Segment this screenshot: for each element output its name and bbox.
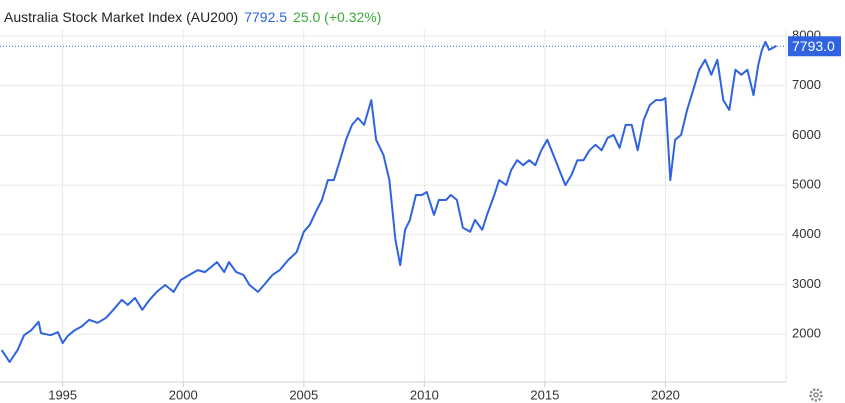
x-tick-label: 2000 <box>169 387 198 402</box>
last-price-label: 7793.0 <box>792 38 835 54</box>
price: 7792.5 <box>244 9 288 25</box>
x-tick-label: 2015 <box>530 387 559 402</box>
index-name: Australia Stock Market Index (AU200) <box>4 9 239 25</box>
y-tick-label: 3000 <box>792 276 821 291</box>
x-tick-label: 2010 <box>410 387 439 402</box>
y-tick-label: 2000 <box>792 326 821 341</box>
header: Australia Stock Market Index (AU200) 7792… <box>4 9 387 25</box>
y-tick-label: 6000 <box>792 127 821 142</box>
y-tick-label: 4000 <box>792 226 821 241</box>
price-line <box>0 40 777 363</box>
x-tick-label: 1995 <box>48 387 77 402</box>
x-tick-label: 2020 <box>651 387 680 402</box>
y-tick-label: 7000 <box>792 77 821 92</box>
y-tick-label: 5000 <box>792 177 821 192</box>
x-tick-label: 2005 <box>289 387 318 402</box>
settings-icon[interactable] <box>809 388 823 402</box>
change: 25.0 (+0.32%) <box>293 9 382 25</box>
last-price-tag <box>788 36 841 57</box>
